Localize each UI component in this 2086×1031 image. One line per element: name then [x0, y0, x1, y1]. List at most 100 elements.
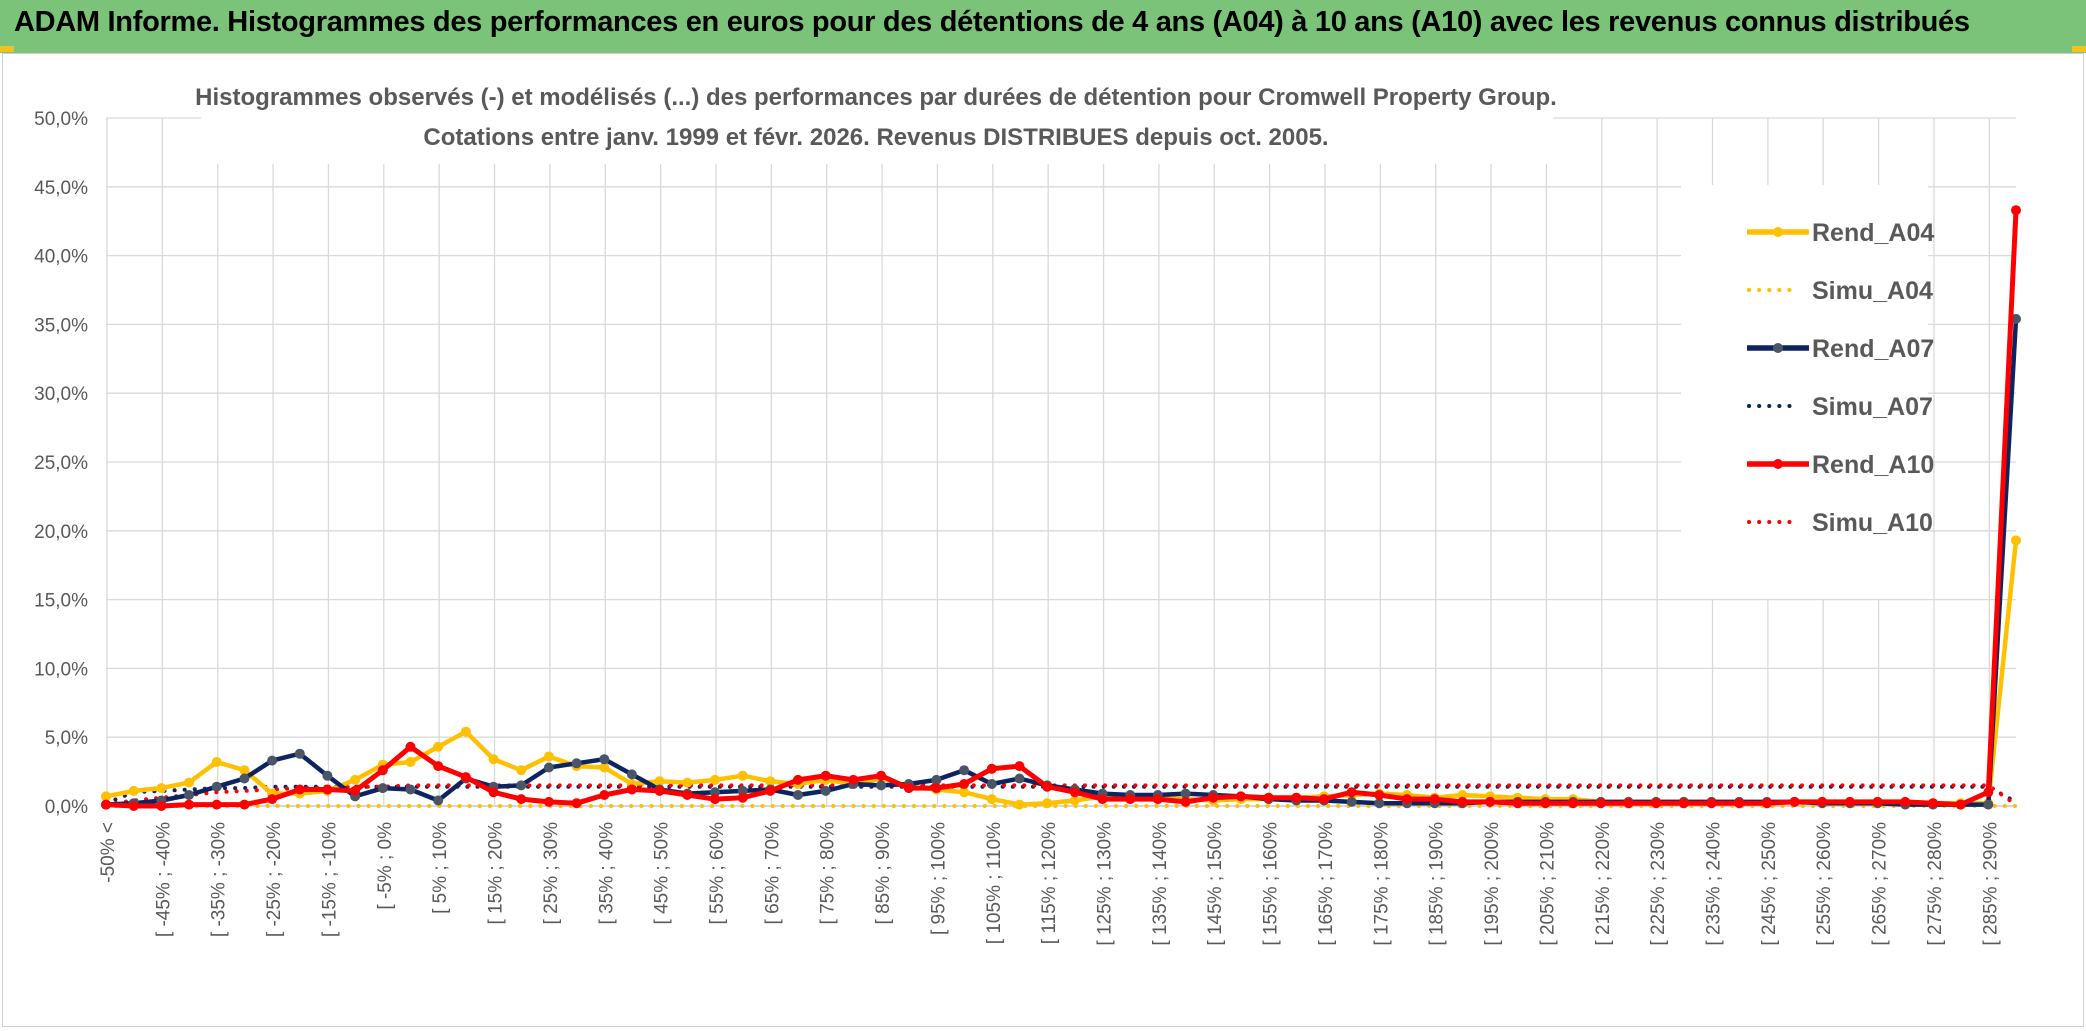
data-point-rend-a10	[571, 798, 582, 809]
data-point-rend-a07	[184, 790, 194, 800]
data-point-rend-a10	[1623, 798, 1634, 809]
x-tick-label: [ 225% ; 230%	[1648, 822, 1669, 946]
data-point-rend-a04	[654, 776, 665, 787]
x-tick-label: [ 195% ; 200%	[1482, 822, 1503, 946]
legend-label: Rend_A07	[1812, 335, 1934, 363]
data-point-rend-a07	[267, 755, 278, 766]
data-point-rend-a07	[294, 748, 305, 759]
data-point-rend-a10	[1042, 781, 1053, 792]
data-point-rend-a07	[793, 790, 803, 800]
data-point-rend-a10	[1789, 796, 1800, 807]
data-point-rend-a10	[1900, 796, 1911, 807]
data-point-rend-a10	[1125, 794, 1136, 805]
data-point-rend-a04	[128, 785, 139, 796]
data-point-rend-a04	[682, 777, 693, 788]
data-point-rend-a10	[1097, 794, 1108, 805]
data-point-rend-a10	[986, 763, 997, 774]
x-tick-label: [ 165% ; 170%	[1316, 822, 1337, 946]
data-point-rend-a04	[460, 726, 471, 737]
data-point-rend-a10	[876, 770, 887, 781]
data-point-rend-a10	[1568, 798, 1579, 809]
legend-background	[1681, 185, 1928, 599]
data-point-rend-a10	[1928, 798, 1938, 809]
data-point-rend-a04	[488, 754, 499, 765]
data-point-rend-a10	[128, 801, 139, 811]
data-point-rend-a10	[211, 799, 222, 810]
x-tick-label: [ -45% ; -40%	[153, 822, 174, 937]
data-point-rend-a10	[599, 790, 610, 800]
data-point-rend-a04	[101, 791, 111, 802]
y-tick-label: 0,0%	[45, 797, 88, 818]
data-point-rend-a07	[959, 765, 970, 776]
data-point-rend-a10	[1263, 792, 1274, 803]
x-tick-label: [ 145% ; 150%	[1205, 822, 1226, 946]
data-point-rend-a04	[239, 765, 250, 776]
data-point-rend-a10	[1180, 796, 1191, 807]
legend-label: Simu_A04	[1812, 277, 1933, 305]
x-tick-label: [ 175% ; 180%	[1371, 822, 1392, 946]
y-tick-label: 5,0%	[45, 728, 88, 749]
data-point-rend-a10	[1651, 798, 1662, 809]
report-title: ADAM Informe. Histogrammes des performan…	[14, 6, 1970, 38]
x-tick-label: [ 95% ; 100%	[928, 822, 949, 935]
x-tick-label: [ 5% ; 10%	[430, 822, 451, 914]
x-tick-label: [ 25% ; 30%	[541, 822, 562, 925]
legend: Rend_A04 Simu_A04 Rend_A07 Simu_A07 Rend_A10…	[1681, 185, 1934, 599]
data-point-rend-a04	[433, 741, 444, 752]
data-point-rend-a10	[654, 785, 665, 796]
series-line-simu-a07	[104, 784, 2018, 806]
y-tick-label: 50,0%	[34, 109, 88, 130]
legend-label: Simu_A07	[1812, 393, 1933, 421]
data-point-rend-a10	[184, 799, 194, 810]
data-point-rend-a10	[1374, 790, 1385, 800]
data-point-rend-a10	[903, 783, 914, 794]
data-point-rend-a10	[1955, 799, 1966, 810]
data-point-rend-a04	[710, 774, 720, 785]
x-tick-label: [ 125% ; 130%	[1095, 822, 1116, 946]
x-tick-label: [ 45% ; 50%	[652, 822, 673, 925]
data-point-rend-a04	[184, 777, 194, 788]
y-axis-ticks: 0,0% 5,0% 10,0% 15,0% 20,0% 25,0% 30,0% 35,0% 40…	[34, 109, 88, 818]
x-tick-label: [ -35% ; -30%	[209, 822, 230, 937]
legend-label: Rend_A04	[1812, 219, 1934, 247]
data-point-rend-a10	[1983, 787, 1994, 798]
data-point-rend-a07	[433, 795, 444, 806]
corner-accent-left	[0, 46, 14, 52]
data-point-rend-a07	[322, 770, 333, 781]
y-tick-label: 45,0%	[34, 178, 88, 199]
data-point-rend-a10	[793, 774, 803, 785]
data-point-rend-a04	[1457, 790, 1468, 800]
x-tick-label: [ 85% ; 90%	[873, 822, 894, 925]
data-point-rend-a04	[405, 757, 416, 767]
y-tick-label: 15,0%	[34, 591, 88, 612]
data-point-rend-a07	[626, 769, 637, 780]
chart-title-line-1: Histogrammes observés (-) et modélisés (…	[195, 84, 1557, 111]
x-tick-label: -50% <	[98, 822, 119, 883]
data-point-rend-a07	[1374, 798, 1385, 809]
data-point-rend-a10	[1319, 794, 1329, 805]
x-tick-label: [ 235% ; 240%	[1704, 822, 1725, 946]
x-tick-label: [ 155% ; 160%	[1261, 822, 1282, 946]
data-point-rend-a07	[543, 762, 554, 773]
data-point-rend-a04	[599, 762, 610, 773]
chart-frame: 0,0% 5,0% 10,0% 15,0% 20,0% 25,0% 30,0% 35,0% 40…	[2, 53, 2084, 1027]
data-point-rend-a10	[543, 796, 554, 807]
data-point-rend-a04	[1014, 799, 1025, 810]
x-tick-label: [ 135% ; 140%	[1150, 822, 1171, 946]
data-point-rend-a04	[350, 774, 361, 785]
legend-label: Rend_A10	[1812, 451, 1934, 479]
series-line-rend-a10	[105, 210, 2019, 809]
y-tick-label: 35,0%	[34, 315, 88, 336]
data-point-rend-a04	[1069, 795, 1080, 806]
data-point-rend-a07	[986, 779, 997, 789]
data-point-rend-a04	[156, 783, 167, 794]
data-point-rend-a07	[2011, 313, 2021, 324]
x-tick-label: [ 65% ; 70%	[762, 822, 783, 925]
data-point-rend-a10	[2011, 205, 2021, 216]
data-point-rend-a10	[101, 799, 111, 810]
data-point-rend-a10	[322, 784, 333, 795]
data-point-rend-a10	[516, 794, 527, 805]
report-banner: ADAM Informe. Histogrammes des performan…	[0, 0, 2086, 53]
data-point-rend-a10	[405, 741, 416, 752]
x-tick-label: [ 55% ; 60%	[707, 822, 728, 925]
